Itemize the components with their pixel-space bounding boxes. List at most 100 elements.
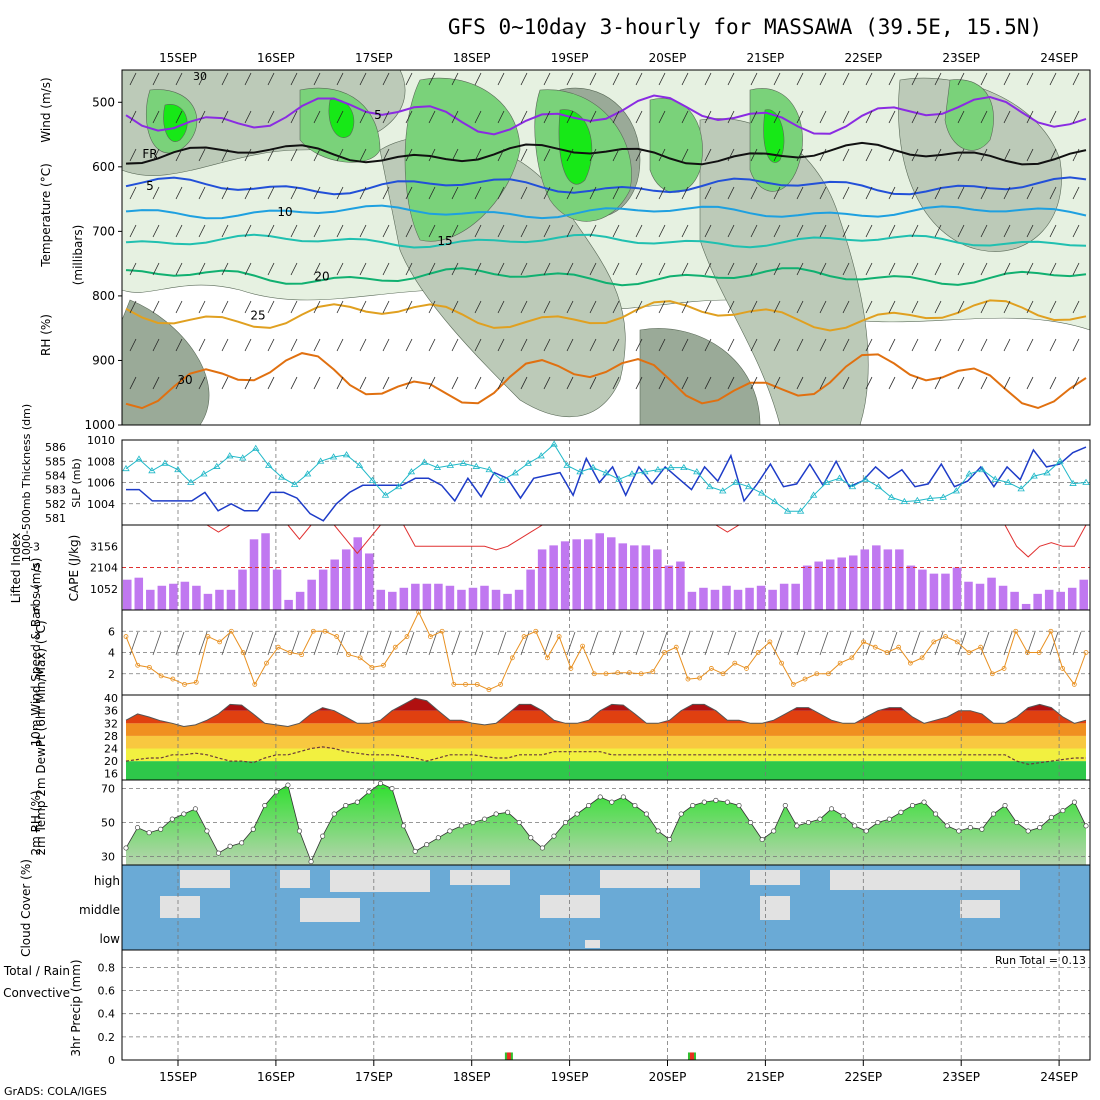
wind-speed-point [1083, 650, 1089, 655]
wind-barb [704, 631, 714, 656]
wind-barb [635, 631, 645, 656]
wind-barb [750, 186, 758, 200]
wind-barb [934, 631, 944, 656]
wind-barb [359, 186, 367, 200]
temp-band [126, 761, 1086, 780]
cape-bar [802, 565, 812, 610]
wind-barb [796, 631, 806, 656]
slp-point [148, 467, 156, 474]
wind-barb [773, 186, 781, 200]
rh-point [458, 823, 464, 829]
wind-speed-point [334, 634, 340, 639]
wind-barb [796, 338, 804, 352]
rh-point [643, 811, 649, 817]
wind-barb [152, 338, 160, 352]
date-tick-label: 22SEP [844, 51, 882, 65]
wind-barb [1003, 338, 1011, 352]
wind-barb [980, 72, 988, 86]
wind-barb [934, 110, 942, 124]
wind-barb [1049, 376, 1057, 390]
wind-barb [750, 262, 758, 276]
slp-point [1069, 479, 1077, 486]
cloud-gap [330, 870, 430, 892]
wind-barb [911, 338, 919, 352]
wind-barb [198, 300, 206, 314]
wind-barb [888, 224, 896, 238]
wind-barb [313, 110, 321, 124]
wind-barb [359, 72, 367, 86]
wind-barb [198, 376, 206, 390]
wind-barb [704, 110, 712, 124]
rh-shade-area [763, 109, 785, 163]
wind-barb [612, 224, 620, 238]
slp-point [719, 487, 727, 494]
wind-barb [152, 186, 160, 200]
wind-barb [865, 376, 873, 390]
wind-barb [221, 110, 229, 124]
wind-barb [842, 72, 850, 86]
wind-barb [819, 72, 827, 86]
wind-speed-point [978, 644, 984, 650]
slp-point [407, 468, 416, 475]
wind-barb [1003, 72, 1011, 86]
wind-barb [244, 338, 252, 352]
slp-point [744, 482, 753, 490]
slp-point [1056, 457, 1064, 464]
wind-barb [267, 224, 275, 238]
rh-2m-axis-label: 2m RH (%) [29, 790, 43, 855]
date-tick-label: 15SEP [159, 51, 197, 65]
wind-speed-point [228, 628, 234, 634]
wind-barb [957, 110, 965, 124]
wind-speed-point [287, 650, 293, 655]
wind-barb [474, 148, 482, 162]
cape-bar [630, 545, 639, 610]
wind-barb [980, 110, 988, 124]
wind-barb [957, 300, 965, 314]
wind-barb [336, 72, 344, 86]
wind-barb [589, 186, 597, 200]
wind-barb [244, 631, 254, 656]
wind-speed-point [720, 671, 726, 677]
wind-speed-point [346, 652, 351, 658]
rh-point [470, 819, 476, 825]
wind-barb [1072, 148, 1080, 162]
cape-bar [745, 587, 754, 610]
wind-barb [221, 262, 229, 276]
wind-speed-point [779, 660, 785, 666]
wind-barb [543, 72, 551, 86]
rh-point [377, 780, 383, 786]
rh-point [331, 811, 337, 817]
wind-barb [198, 186, 206, 200]
wind-barb [405, 262, 413, 276]
chart-title: GFS 0~10day 3-hourly for MASSAWA (39.5E,… [448, 15, 1042, 39]
wind-speed-point [404, 634, 410, 639]
slp-point [615, 475, 623, 482]
slp-point [316, 457, 325, 464]
isotherm-label: 10 [277, 205, 292, 219]
wind-barb [497, 72, 505, 86]
cape-bar [226, 589, 236, 610]
wind-barb [152, 224, 160, 238]
cape-bar [998, 585, 1008, 610]
wind-barb [957, 262, 965, 276]
rh-point [366, 789, 372, 795]
wind-barb [451, 186, 459, 200]
wind-speed-point [954, 639, 960, 645]
wind-barb [290, 262, 298, 276]
rh-point [748, 819, 754, 825]
wind-barb [750, 631, 760, 656]
bottom-date-axis: 15SEP 16SEP 17SEP 18SEP 19SEP 20SEP 21SEP 22SEP… [159, 1060, 1078, 1084]
cloud-gap [600, 870, 700, 888]
wind-barb [681, 186, 689, 200]
wind-barb [221, 72, 229, 86]
rh-shade-area [898, 77, 1062, 252]
wind-speed-point [486, 687, 492, 693]
cape-bar [491, 589, 501, 610]
wind-barb [1072, 338, 1080, 352]
wind-barb [727, 148, 735, 162]
cloud-gap [160, 896, 200, 918]
wind-barb [428, 338, 436, 352]
thickness-tick-label: 582 [45, 498, 66, 511]
wind-speed-point [158, 673, 164, 679]
